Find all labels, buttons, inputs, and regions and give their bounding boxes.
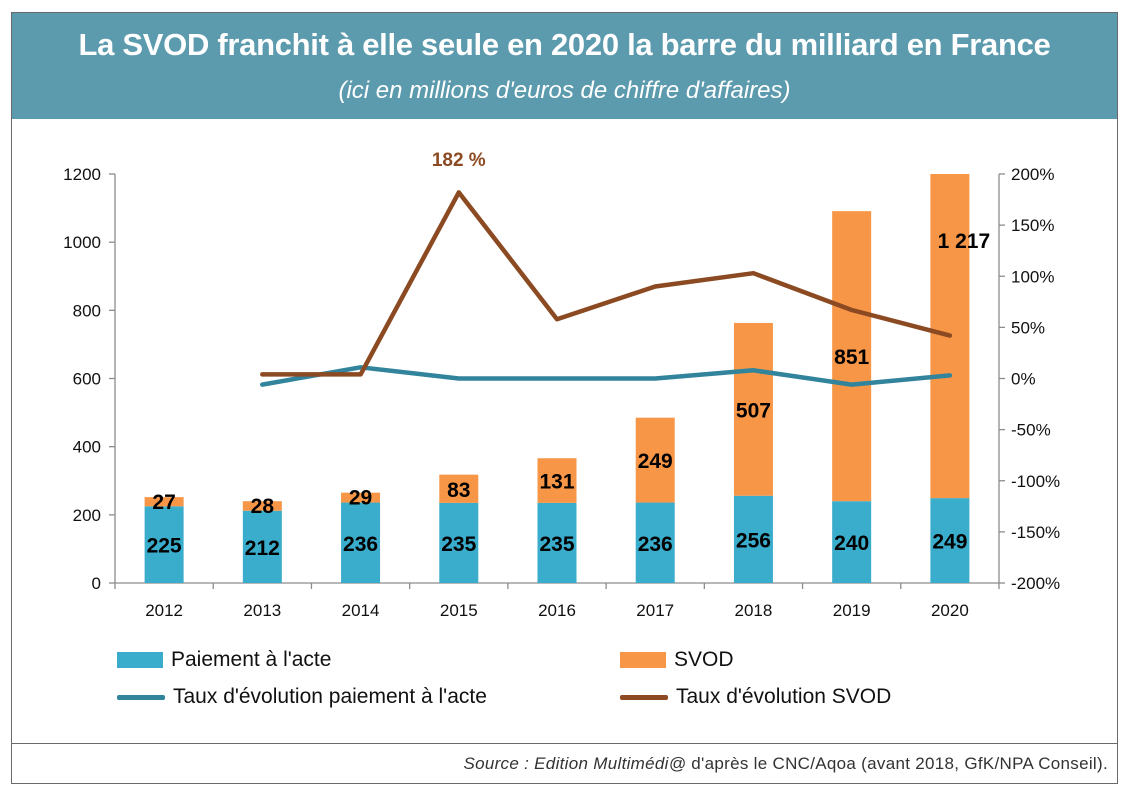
y-tick-label-left: 1200 [63,165,101,184]
y-tick-label-left: 0 [92,574,101,593]
y-tick-label-right: -200% [1011,574,1060,593]
y-tick-label-right: -150% [1011,523,1060,542]
data-label-svod: 83 [447,479,470,502]
chart-title: La SVOD franchit à elle seule en 2020 la… [78,27,1051,62]
data-label-paiement: 240 [834,532,869,555]
data-label-svod: 131 [539,471,574,494]
y-tick-label-right: 150% [1011,216,1054,235]
header-banner: La SVOD franchit à elle seule en 2020 la… [12,13,1117,119]
legend-swatch-svod [620,652,666,668]
source-divider [12,743,1117,744]
line-taux-svod [260,190,953,377]
legend-item-taux-svod: Taux d'évolution SVOD [620,685,891,709]
source-rest: d'après le CNC/Aqoa (avant 2018, GfK/NPA… [686,754,1108,773]
bar-svod [635,417,675,503]
x-tick-label: 2013 [243,601,281,620]
y-tick-label-left: 1000 [63,233,101,252]
legend-swatch-taux-svod [620,694,668,700]
legend-swatch-taux-paiement [117,694,165,700]
data-label-svod: 851 [834,346,869,369]
bar-paiement [930,498,970,583]
bar-paiement [635,502,675,583]
legend-label-paiement: Paiement à l'acte [171,648,332,671]
y-tick-label-right: -100% [1011,472,1060,491]
data-label-paiement: 236 [638,533,673,556]
bar-svod [341,492,381,503]
bar-svod [733,322,773,496]
y-tick-label-left: 400 [73,438,101,457]
chart-plot: 0 200 400 600 800 1000 1200 -200% -150% -100% -50%… [63,150,1060,620]
legend-label-taux-paiement: Taux d'évolution paiement à l'acte [173,685,487,708]
bar-paiement [439,502,479,583]
data-label-paiement: 256 [736,529,771,552]
data-label-svod: 27 [152,491,175,514]
line-taux-paiement [260,365,953,387]
x-tick-label: 2019 [833,601,871,620]
y-tick-label-right: 100% [1011,267,1054,286]
annotation-peak: 182 % [432,150,486,171]
bar-paiement [832,501,872,583]
data-label-paiement: 212 [245,537,280,560]
legend-label-taux-svod: Taux d'évolution SVOD [676,685,892,708]
y-tick-label-right: 50% [1011,318,1045,337]
x-tick-label: 2020 [931,601,969,620]
legend-item-taux-paiement: Taux d'évolution paiement à l'acte [117,685,487,709]
y-tick-label-left: 800 [73,301,101,320]
x-tick-label: 2018 [735,601,773,620]
x-tick-label: 2017 [636,601,674,620]
chart-subtitle: (ici en millions d'euros de chiffre d'af… [338,77,791,104]
bar-svod [439,474,479,503]
bar-svod [144,497,184,507]
data-label-paiement: 235 [539,533,574,556]
bar-paiement [341,502,381,583]
y-tick-label-right: -50% [1011,421,1051,440]
bar-paiement [242,510,282,583]
source-note: Source : Edition Multimédi@ d'après le C… [463,754,1108,774]
y-tick-label-left: 200 [73,506,101,525]
x-tick-label: 2012 [145,601,183,620]
legend-item-svod: SVOD [620,648,734,672]
legend-swatch-paiement [117,652,163,668]
data-label-svod: 1 217 [938,230,991,253]
bar-svod [242,501,282,511]
source-italic: Source : Edition Multimédi@ [463,754,687,773]
bar-paiement [537,502,577,583]
legend-item-paiement: Paiement à l'acte [117,648,331,672]
bar-paiement [733,495,773,583]
data-label-svod: 249 [638,450,673,473]
data-label-paiement: 236 [343,533,378,556]
bar-svod [832,211,872,502]
data-label-paiement: 235 [441,533,476,556]
data-label-paiement: 249 [932,531,967,554]
data-label-svod: 28 [251,495,275,518]
bar-paiement [144,506,184,583]
bar-svod [537,458,577,503]
x-tick-label: 2015 [440,601,478,620]
legend-label-svod: SVOD [674,648,734,671]
data-label-svod: 507 [736,399,771,422]
data-label-paiement: 225 [147,535,182,558]
y-tick-label-right: 0% [1011,370,1036,389]
x-tick-label: 2014 [342,601,380,620]
y-tick-label-right: 200% [1011,165,1054,184]
data-label-svod: 29 [349,487,372,510]
x-tick-label: 2016 [538,601,576,620]
y-tick-label-left: 600 [73,370,101,389]
